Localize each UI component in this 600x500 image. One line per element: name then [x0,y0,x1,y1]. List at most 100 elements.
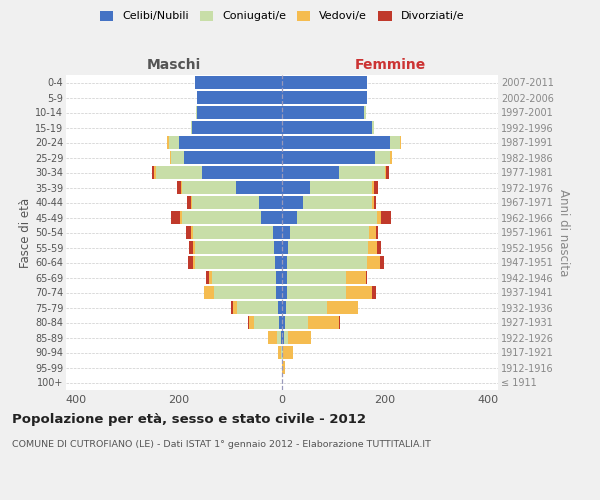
Bar [283,346,293,358]
Bar [194,242,274,254]
Bar [273,226,282,238]
Bar [282,332,284,344]
Bar [346,272,366,283]
Bar [286,302,327,314]
Bar [390,152,392,164]
Bar [287,256,367,268]
Bar [262,212,282,224]
Bar [308,316,338,328]
Bar [282,256,287,268]
Bar [381,212,391,224]
Bar [372,122,374,134]
Bar [282,346,283,358]
Bar [386,166,389,178]
Bar [327,302,358,314]
Bar [167,136,169,148]
Bar [282,316,284,328]
Bar [278,302,282,314]
Bar [288,242,368,254]
Bar [284,316,308,328]
Y-axis label: Anni di nascita: Anni di nascita [557,189,571,276]
Bar [385,166,386,178]
Bar [282,226,290,238]
Bar [248,316,254,328]
Bar [367,256,380,268]
Text: Femmine: Femmine [355,58,425,72]
Text: COMUNE DI CUTROFIANO (LE) - Dati ISTAT 1° gennaio 2012 - Elaborazione TUTTITALIA: COMUNE DI CUTROFIANO (LE) - Dati ISTAT 1… [12,440,431,449]
Bar [184,152,282,164]
Bar [254,316,280,328]
Bar [282,152,374,164]
Bar [290,226,370,238]
Bar [370,226,376,238]
Bar [282,136,390,148]
Bar [195,256,275,268]
Bar [278,346,281,358]
Bar [282,166,338,178]
Bar [182,212,262,224]
Bar [193,226,273,238]
Bar [276,286,282,298]
Bar [287,332,311,344]
Bar [170,152,172,164]
Bar [287,272,346,283]
Bar [274,242,282,254]
Bar [374,152,390,164]
Bar [282,182,310,194]
Bar [282,362,284,374]
Bar [282,106,364,118]
Bar [169,136,179,148]
Bar [152,166,154,178]
Bar [187,196,191,208]
Bar [277,332,281,344]
Bar [202,166,282,178]
Bar [268,332,277,344]
Bar [172,152,184,164]
Bar [193,256,195,268]
Bar [193,242,194,254]
Bar [287,286,346,298]
Bar [282,286,287,298]
Bar [231,302,233,314]
Bar [390,136,400,148]
Bar [276,272,282,283]
Bar [188,256,193,268]
Bar [282,242,288,254]
Bar [176,182,181,194]
Bar [197,92,282,104]
Bar [282,272,287,283]
Bar [259,196,282,208]
Bar [196,106,197,118]
Bar [156,166,202,178]
Bar [171,212,180,224]
Bar [282,302,286,314]
Legend: Celibi/Nubili, Coniugati/e, Vedovi/e, Divorziati/e: Celibi/Nubili, Coniugati/e, Vedovi/e, Di… [100,10,464,22]
Text: Maschi: Maschi [147,58,201,72]
Bar [191,196,192,208]
Bar [192,122,282,134]
Bar [338,316,340,328]
Bar [366,272,367,283]
Bar [189,242,193,254]
Bar [197,106,282,118]
Bar [212,272,276,283]
Bar [182,182,236,194]
Bar [372,182,374,194]
Bar [298,212,377,224]
Bar [374,182,377,194]
Bar [400,136,401,148]
Bar [284,332,287,344]
Bar [206,272,209,283]
Bar [281,346,282,358]
Bar [154,166,156,178]
Bar [282,76,367,88]
Bar [377,212,381,224]
Bar [191,122,192,134]
Bar [187,226,191,238]
Bar [204,286,214,298]
Bar [372,196,374,208]
Bar [380,256,384,268]
Bar [209,272,212,283]
Bar [282,122,372,134]
Bar [191,226,193,238]
